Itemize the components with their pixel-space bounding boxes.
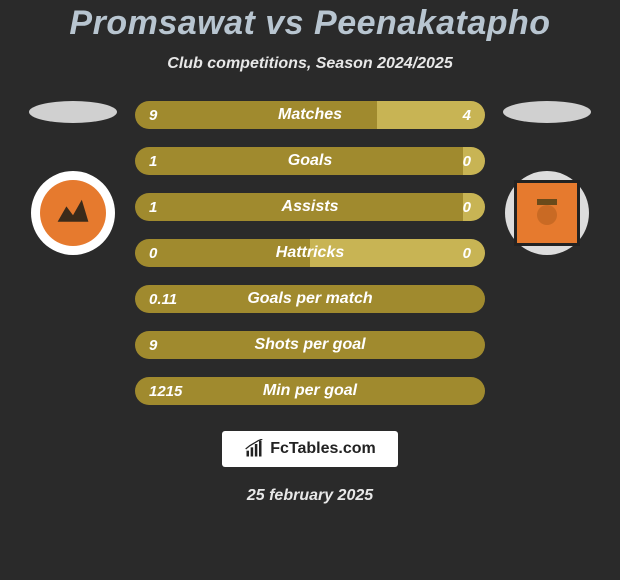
- page-title: Promsawat vs Peenakatapho: [69, 4, 550, 43]
- footer-date: 25 february 2025: [247, 487, 373, 505]
- page-subtitle: Club competitions, Season 2024/2025: [167, 55, 452, 73]
- root: Promsawat vs Peenakatapho Club competiti…: [0, 0, 620, 580]
- stat-bars: 94Matches10Goals10Assists00Hattricks0.11…: [135, 101, 485, 405]
- stat-label: Min per goal: [263, 382, 357, 400]
- stat-row: 1215Min per goal: [135, 377, 485, 405]
- stat-right-value: [471, 377, 485, 405]
- player-ellipse-right: [503, 101, 591, 123]
- stat-row: 94Matches: [135, 101, 485, 129]
- stat-label: Goals per match: [247, 290, 372, 308]
- stat-row: 00Hattricks: [135, 239, 485, 267]
- club-badge-right: [505, 171, 589, 255]
- footer-logo: FcTables.com: [222, 431, 398, 467]
- stat-right-value: [471, 285, 485, 313]
- stat-label: Hattricks: [276, 244, 344, 262]
- club-badge-left-icon: [40, 180, 106, 246]
- club-badge-left: [31, 171, 115, 255]
- footer-text: FcTables.com: [270, 440, 376, 458]
- stat-row: 10Assists: [135, 193, 485, 221]
- comparison-area: 94Matches10Goals10Assists00Hattricks0.11…: [0, 101, 620, 405]
- stat-label: Assists: [282, 198, 339, 216]
- stat-right-value: 4: [377, 101, 486, 129]
- club-right-column: [503, 101, 591, 255]
- stat-label: Shots per goal: [254, 336, 365, 354]
- stat-row: 0.11Goals per match: [135, 285, 485, 313]
- player-ellipse-left: [29, 101, 117, 123]
- stat-label: Matches: [278, 106, 342, 124]
- stat-right-value: 0: [463, 147, 485, 175]
- stat-row: 10Goals: [135, 147, 485, 175]
- chart-icon: [244, 439, 264, 459]
- stat-row: 9Shots per goal: [135, 331, 485, 359]
- club-left-column: [29, 101, 117, 255]
- stat-right-value: 0: [463, 193, 485, 221]
- stat-right-value: [471, 331, 485, 359]
- stat-label: Goals: [288, 152, 332, 170]
- club-badge-right-icon: [514, 180, 580, 246]
